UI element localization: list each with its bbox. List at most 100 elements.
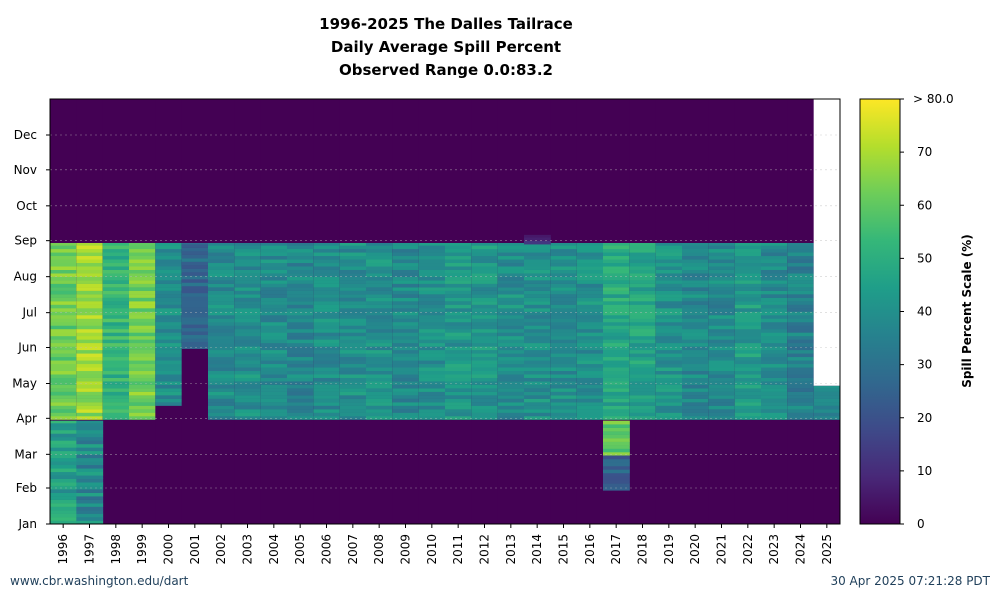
heatmap-cell — [629, 346, 657, 351]
heatmap-cell — [603, 360, 630, 365]
heatmap-cell — [629, 314, 657, 319]
heatmap-cell — [524, 321, 551, 326]
heatmap-cell — [76, 520, 104, 525]
heatmap-cell — [392, 346, 420, 351]
heatmap-cell — [234, 287, 262, 291]
heatmap-cell — [50, 304, 77, 309]
heatmap-cell — [708, 370, 736, 375]
heatmap-cell — [682, 308, 709, 312]
heatmap-cell — [50, 384, 77, 389]
heatmap-cell — [418, 297, 446, 302]
heatmap-cell — [155, 262, 183, 267]
heatmap-cell — [287, 402, 314, 406]
heatmap-cell — [603, 476, 630, 481]
heatmap-cell — [76, 503, 104, 507]
heatmap-cell — [76, 420, 104, 424]
heatmap-cell — [682, 402, 709, 406]
heatmap-cell — [287, 335, 314, 340]
heatmap-cell — [260, 395, 288, 399]
heatmap-cell — [813, 402, 841, 406]
heatmap-cell — [603, 374, 630, 378]
heatmap-cell — [418, 276, 446, 281]
footer-source-link[interactable]: www.cbr.washington.edu/dart — [10, 574, 189, 588]
heatmap-cell — [576, 402, 604, 406]
heatmap-cell — [550, 297, 578, 302]
heatmap-cell — [787, 325, 815, 330]
heatmap-cell — [366, 325, 393, 330]
heatmap-cell — [445, 384, 472, 389]
heatmap-cell — [339, 342, 367, 347]
heatmap-cell — [761, 255, 788, 260]
heatmap-cell — [761, 308, 788, 312]
heatmap-cell — [682, 374, 709, 378]
heatmap-cell — [603, 398, 630, 403]
heatmap-cell — [208, 412, 235, 417]
heatmap-cell — [708, 266, 736, 270]
heatmap-cell — [287, 269, 314, 274]
heatmap-cell — [471, 273, 499, 277]
heatmap-cell — [471, 346, 499, 351]
heatmap-cell — [129, 255, 156, 260]
heatmap-cell — [208, 356, 235, 361]
heatmap-cell — [339, 259, 367, 264]
heatmap-cell — [313, 248, 341, 253]
heatmap-cell — [129, 308, 156, 312]
heatmap-cell — [287, 245, 314, 250]
heatmap-cell — [576, 332, 604, 337]
heatmap-cell — [260, 255, 288, 260]
heatmap-cell — [629, 388, 657, 392]
heatmap-cell — [129, 339, 156, 344]
heatmap-cell — [339, 377, 367, 382]
heatmap-cell — [524, 349, 551, 354]
heatmap-cell — [313, 252, 341, 257]
heatmap-cell — [603, 266, 630, 270]
heatmap-cell — [208, 321, 235, 326]
heatmap-cell — [761, 384, 788, 389]
heatmap-cell — [50, 485, 77, 490]
heatmap-cell — [392, 259, 420, 264]
heatmap-cell — [313, 335, 341, 340]
x-tick-label-2008: 2008 — [372, 534, 386, 565]
heatmap-cell — [734, 304, 762, 309]
heatmap-cell — [50, 259, 77, 264]
heatmap-cell — [366, 255, 393, 260]
heatmap-cell — [50, 342, 77, 347]
heatmap-cell — [603, 405, 630, 410]
heatmap-cell — [445, 259, 472, 264]
heatmap-cell — [603, 262, 630, 267]
heatmap-cell — [550, 342, 578, 347]
heatmap-cell — [181, 341, 209, 346]
heatmap-cell — [629, 248, 657, 253]
heatmap-cell — [129, 346, 156, 351]
heatmap-cell — [497, 356, 525, 361]
heatmap-cell — [655, 311, 683, 316]
heatmap-cell — [50, 242, 77, 246]
heatmap-cell — [734, 287, 762, 291]
heatmap-cell — [392, 287, 420, 291]
heatmap-cell — [313, 409, 341, 413]
heatmap-cell — [682, 370, 709, 375]
footer-timestamp: 30 Apr 2025 07:21:28 PDT — [830, 574, 990, 588]
heatmap-cell — [445, 301, 472, 305]
heatmap-cell — [181, 242, 209, 245]
heatmap-cell — [208, 287, 235, 291]
heatmap-cell — [734, 398, 762, 403]
heatmap-cell — [392, 311, 420, 316]
heatmap-cell — [366, 311, 393, 316]
heatmap-cell — [550, 248, 578, 253]
heatmap-cell — [129, 252, 156, 257]
heatmap-cell — [682, 280, 709, 284]
heatmap-cell — [366, 405, 393, 410]
heatmap-cell — [76, 513, 104, 518]
heatmap-cell — [524, 283, 551, 288]
heatmap-cell — [287, 297, 314, 302]
heatmap-cell — [787, 318, 815, 323]
heatmap-cell — [313, 416, 341, 420]
heatmap-cell — [813, 412, 841, 417]
heatmap-cell — [313, 311, 341, 316]
heatmap-cell — [208, 325, 235, 330]
heatmap-cell — [550, 280, 578, 284]
colorbar-tick-label-10: 10 — [917, 464, 932, 478]
heatmap-cell — [102, 342, 130, 347]
heatmap-cell — [445, 255, 472, 260]
